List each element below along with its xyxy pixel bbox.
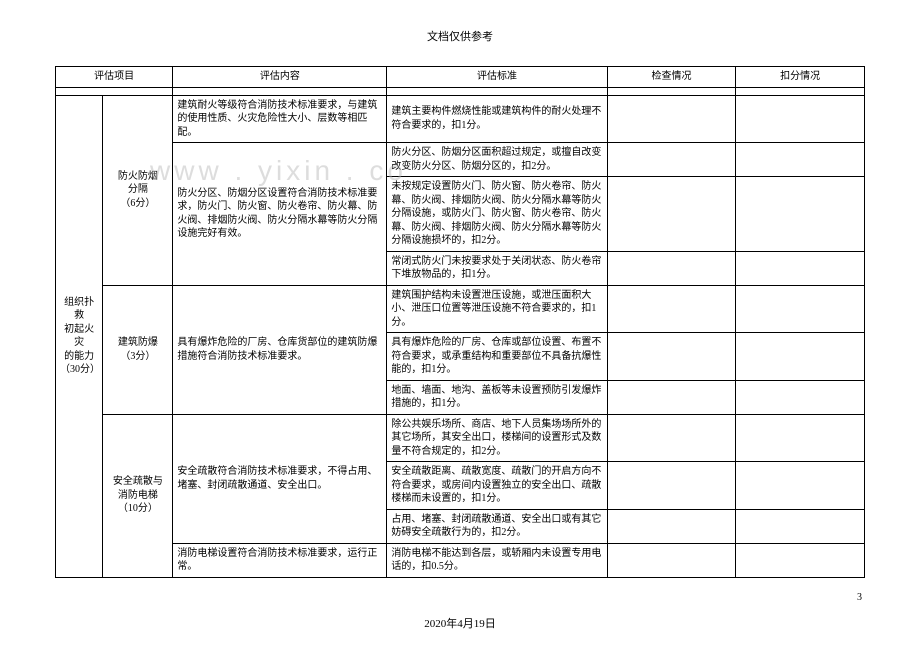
table-container: 评估项目 评估内容 评估标准 检查情况 扣分情况 组织扑救 初起火灾 的能力 （… <box>0 66 920 578</box>
col-header-content: 评估内容 <box>173 67 387 88</box>
standard-cell: 防火分区、防烟分区面积超过规定，或擅自改变改变防火分区、防烟分区的，扣2分。 <box>387 143 607 177</box>
check-cell <box>607 251 736 285</box>
deduct-cell <box>736 380 865 414</box>
deduct-cell <box>736 333 865 381</box>
subcategory-fire-smoke: 防火防烟 分隔 （6分） <box>103 95 173 285</box>
standard-cell: 未按规定设置防火门、防火窗、防火卷帘、防火幕、防火阀、排烟防火阀、防火分隔水幕等… <box>387 177 607 252</box>
table-row: 建筑防爆 （3分） 具有爆炸危险的厂房、仓库货部位的建筑防爆措施符合消防技术标准… <box>56 285 865 333</box>
check-cell <box>607 509 736 543</box>
assessment-table: 评估项目 评估内容 评估标准 检查情况 扣分情况 组织扑救 初起火灾 的能力 （… <box>55 66 865 578</box>
content-cell: 安全疏散符合消防技术标准要求，不得占用、堵塞、封闭疏散通道、安全出口。 <box>173 414 387 543</box>
standard-cell: 具有爆炸危险的厂房、仓库或部位设置、布置不符合要求，或承重结构和重要部位不具备抗… <box>387 333 607 381</box>
deduct-cell <box>736 414 865 462</box>
standard-cell: 消防电梯不能达到各层，或轿厢内未设置专用电话的，扣0.5分。 <box>387 543 607 577</box>
page-header: 文档仅供参考 <box>0 0 920 66</box>
deduct-cell <box>736 543 865 577</box>
deduct-cell <box>736 462 865 510</box>
check-cell <box>607 95 736 143</box>
content-cell: 防火分区、防烟分区设置符合消防技术标准要求，防火门、防火窗、防火卷帘、防火幕、防… <box>173 143 387 286</box>
table-row: 安全疏散与 消防电梯 （10分） 安全疏散符合消防技术标准要求，不得占用、堵塞、… <box>56 414 865 462</box>
deduct-cell <box>736 285 865 333</box>
page-number: 3 <box>857 592 862 603</box>
check-cell <box>607 414 736 462</box>
check-cell <box>607 380 736 414</box>
col-header-category: 评估项目 <box>56 67 173 88</box>
check-cell <box>607 143 736 177</box>
col-header-deduct: 扣分情况 <box>736 67 865 88</box>
content-cell: 建筑耐火等级符合消防技术标准要求，与建筑的使用性质、火灾危险性大小、层数等相匹配… <box>173 95 387 143</box>
standard-cell: 除公共娱乐场所、商店、地下人员集场场所外的其它场所，其安全出口，楼梯间的设置形式… <box>387 414 607 462</box>
subcategory-evacuation: 安全疏散与 消防电梯 （10分） <box>103 414 173 577</box>
deduct-cell <box>736 143 865 177</box>
standard-cell: 安全疏散距离、疏散宽度、疏散门的开启方向不符合要求，或房间内设置独立的安全出口、… <box>387 462 607 510</box>
deduct-cell <box>736 177 865 252</box>
standard-cell: 地面、墙面、地沟、盖板等未设置预防引发爆炸措施的，扣1分。 <box>387 380 607 414</box>
content-cell: 具有爆炸危险的厂房、仓库货部位的建筑防爆措施符合消防技术标准要求。 <box>173 285 387 414</box>
deduct-cell <box>736 251 865 285</box>
content-cell: 消防电梯设置符合消防技术标准要求，运行正常。 <box>173 543 387 577</box>
deduct-cell <box>736 95 865 143</box>
standard-cell: 占用、堵塞、封闭疏散通道、安全出口或有其它妨碍安全疏散行为的，扣2分。 <box>387 509 607 543</box>
deduct-cell <box>736 509 865 543</box>
col-header-check: 检查情况 <box>607 67 736 88</box>
standard-cell: 常闭式防火门未按要求处于关闭状态、防火卷帘下堆放物品的，扣1分。 <box>387 251 607 285</box>
check-cell <box>607 543 736 577</box>
check-cell <box>607 285 736 333</box>
standard-cell: 建筑围护结构未设置泄压设施，或泄压面积大小、泄压口位置等泄压设施不符合要求的，扣… <box>387 285 607 333</box>
col-header-standard: 评估标准 <box>387 67 607 88</box>
table-row: 组织扑救 初起火灾 的能力 （30分） 防火防烟 分隔 （6分） 建筑耐火等级符… <box>56 95 865 143</box>
standard-cell: 建筑主要构件燃烧性能或建筑构件的耐火处理不符合要求的，扣1分。 <box>387 95 607 143</box>
category-main: 组织扑救 初起火灾 的能力 （30分） <box>56 95 103 577</box>
subcategory-explosion: 建筑防爆 （3分） <box>103 285 173 414</box>
table-row: 防火分区、防烟分区设置符合消防技术标准要求，防火门、防火窗、防火卷帘、防火幕、防… <box>56 143 865 177</box>
check-cell <box>607 333 736 381</box>
check-cell <box>607 462 736 510</box>
spacer-row <box>56 87 865 95</box>
check-cell <box>607 177 736 252</box>
table-header-row: 评估项目 评估内容 评估标准 检查情况 扣分情况 <box>56 67 865 88</box>
footer-date: 2020年4月19日 <box>0 615 920 631</box>
